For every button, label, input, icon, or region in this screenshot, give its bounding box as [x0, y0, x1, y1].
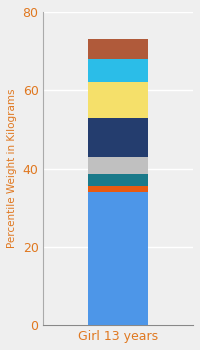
Bar — [88, 83, 148, 118]
Bar — [88, 192, 148, 325]
Bar — [88, 157, 148, 174]
Bar — [88, 186, 148, 192]
Y-axis label: Percentile Weight in Kilograms: Percentile Weight in Kilograms — [7, 89, 17, 248]
Bar — [88, 39, 148, 59]
Bar — [88, 59, 148, 83]
Bar — [88, 174, 148, 186]
Bar — [88, 118, 148, 157]
